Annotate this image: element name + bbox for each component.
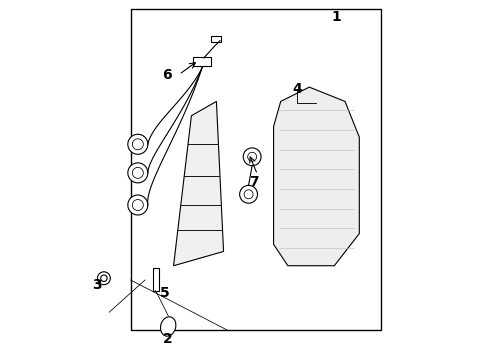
Text: 1: 1 (331, 10, 341, 24)
Circle shape (244, 190, 253, 199)
Circle shape (128, 195, 148, 215)
Polygon shape (273, 87, 359, 266)
Circle shape (128, 134, 148, 154)
Circle shape (132, 199, 144, 211)
Circle shape (132, 167, 144, 178)
Bar (153, 267, 159, 291)
Text: 6: 6 (162, 68, 172, 82)
Circle shape (100, 275, 107, 282)
Text: 5: 5 (160, 285, 170, 300)
Circle shape (243, 148, 261, 166)
Circle shape (247, 152, 257, 161)
Polygon shape (173, 102, 223, 266)
Bar (193, 58, 211, 66)
Circle shape (240, 185, 258, 203)
Circle shape (98, 272, 110, 285)
Circle shape (132, 139, 144, 150)
Text: 7: 7 (249, 175, 259, 189)
Circle shape (128, 163, 148, 183)
Bar (131, 9, 381, 330)
Text: 2: 2 (163, 332, 173, 346)
Ellipse shape (161, 317, 176, 336)
Text: 3: 3 (92, 278, 101, 292)
Text: 4: 4 (292, 82, 302, 96)
Bar (211, 36, 221, 42)
